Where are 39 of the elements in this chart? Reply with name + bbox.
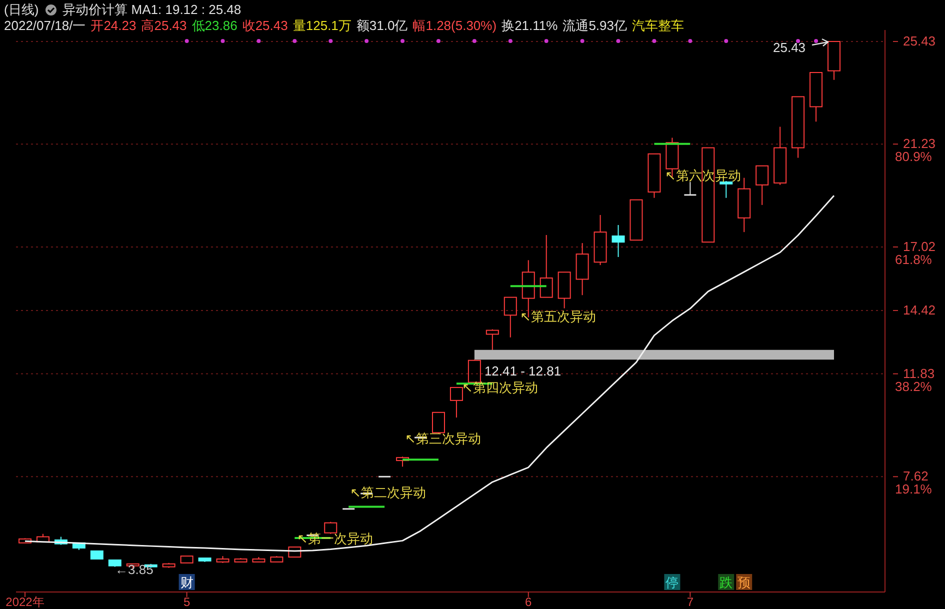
annotation: 幅1.28(5.30%) — [412, 17, 497, 35]
annotation: 2022/07/18/一 — [4, 17, 86, 35]
chart-subtitle: 异动价计算 MA1: 19.12 : 25.48 — [62, 1, 242, 19]
annotation: 收25.43 — [242, 17, 288, 35]
annotation: ↖第四次异动 — [462, 380, 538, 395]
y2-tick-label: 80.9% — [895, 149, 932, 164]
annotation: 财 — [180, 575, 194, 590]
annotation: 换21.11% — [502, 17, 558, 35]
annotation: 高25.43 — [141, 17, 187, 35]
x-tick-label: 2022年 — [6, 595, 44, 609]
annotation: 停 — [666, 575, 679, 590]
annotation: ↖第五次异动 — [520, 309, 596, 324]
annotation: 汽车整车 — [632, 17, 684, 35]
x-tick-label: 7 — [686, 595, 694, 609]
y-tick-label: 7.62 — [903, 468, 928, 484]
x-tick-label: 5 — [183, 595, 190, 609]
y-tick-label: 11.83 — [903, 366, 935, 381]
candlestick — [576, 242, 589, 296]
candlestick — [612, 224, 625, 258]
y2-tick-label: 19.1% — [895, 482, 932, 497]
y-tick-label: 14.42 — [903, 302, 936, 318]
line-series — [24, 194, 835, 552]
annotation: 跌 — [720, 575, 733, 590]
annotation: 额31.0亿 — [356, 17, 408, 35]
annotation: 开24.23 — [90, 17, 136, 35]
y2-tick-label: 61.8% — [895, 252, 932, 267]
annotation: 25.43 — [773, 40, 806, 55]
chart-title: (日线) — [4, 1, 39, 19]
annotation: 低23.86 — [192, 17, 238, 35]
x-tick-label: 6 — [525, 595, 532, 609]
band-label: 12.41 - 12.81 — [484, 364, 562, 379]
annotation: 预 — [738, 575, 751, 590]
annotation: 流通5.93亿 — [562, 17, 628, 35]
y-tick-label: 25.43 — [903, 33, 936, 48]
annotation: ←3.85 — [115, 562, 154, 577]
annotation: 量125.1万 — [292, 17, 352, 35]
y-tick-label: 21.23 — [903, 136, 936, 152]
y2-tick-label: 38.2% — [895, 378, 932, 394]
y-tick-label: 17.02 — [903, 238, 936, 254]
